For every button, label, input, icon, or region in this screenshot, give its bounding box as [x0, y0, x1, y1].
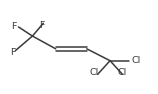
- Text: Cl: Cl: [118, 68, 127, 77]
- Text: F: F: [10, 48, 15, 57]
- Text: Cl: Cl: [132, 56, 141, 65]
- Text: F: F: [39, 21, 44, 30]
- Text: F: F: [12, 22, 17, 31]
- Text: Cl: Cl: [90, 68, 99, 77]
